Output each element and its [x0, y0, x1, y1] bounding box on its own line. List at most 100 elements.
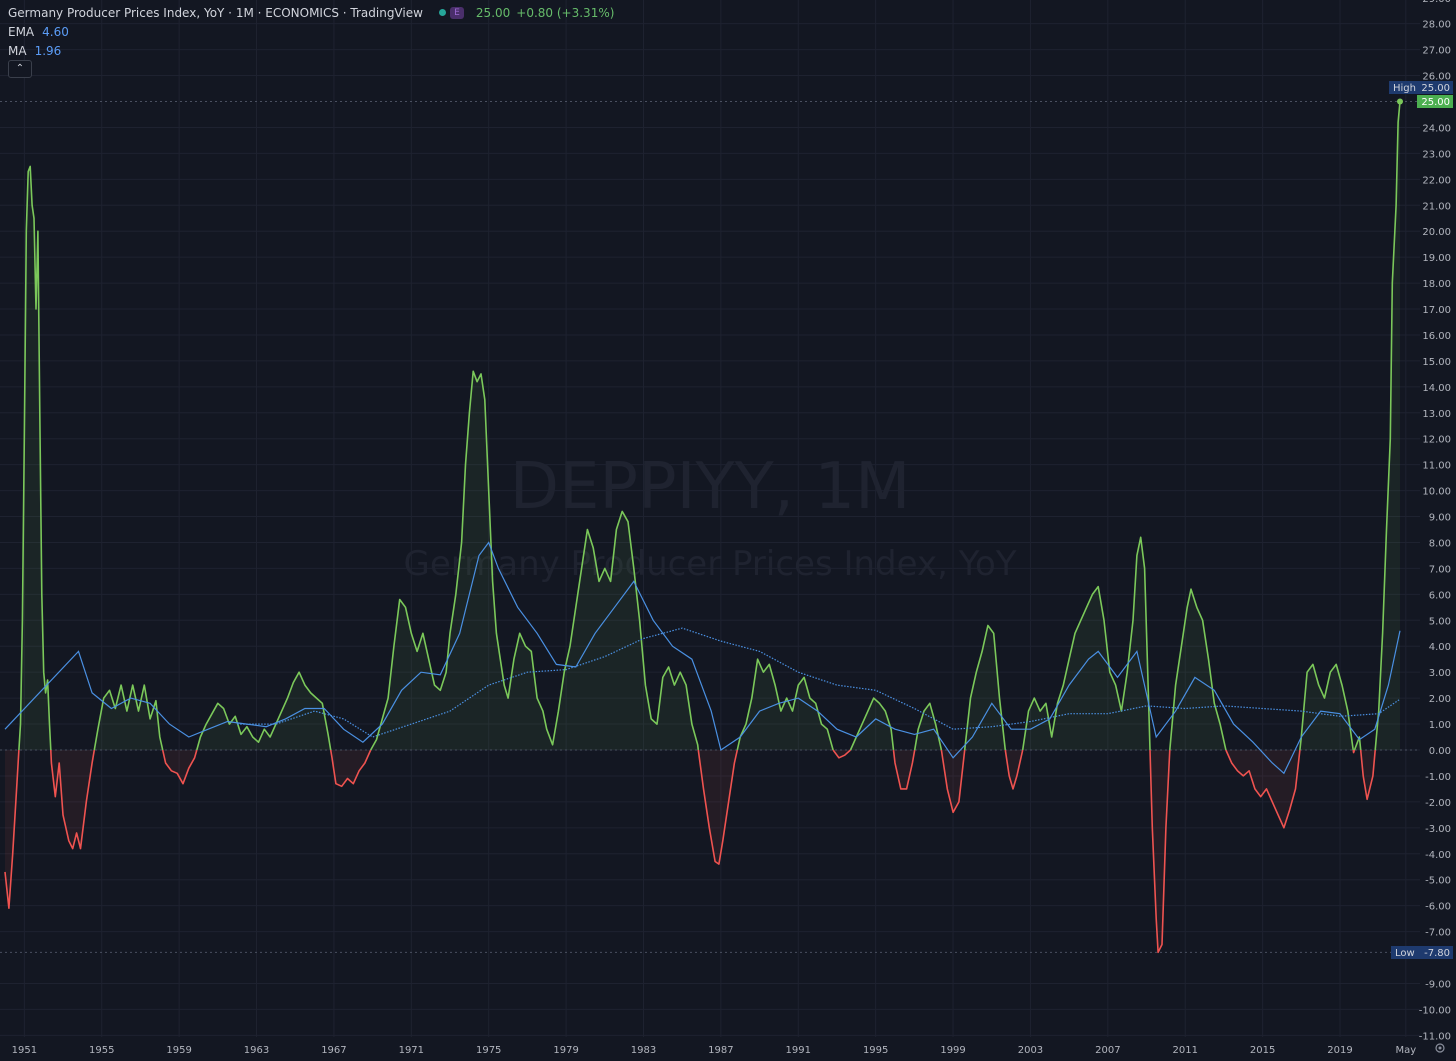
y-tick-label: 4.00	[1429, 642, 1451, 653]
series-line-negative	[940, 749, 966, 814]
legend-main-row[interactable]: Germany Producer Prices Index, YoY · 1M …	[8, 3, 614, 22]
x-tick-label: 1991	[786, 1045, 811, 1056]
y-tick-label: 19.00	[1422, 253, 1451, 264]
y-tick-label: 17.00	[1422, 305, 1451, 316]
area-fill-positive	[94, 685, 163, 750]
last-value-bg	[1417, 95, 1453, 108]
series-line-positive	[736, 658, 834, 751]
x-tick-label: 2015	[1250, 1045, 1275, 1056]
y-tick-label: -6.00	[1425, 902, 1451, 913]
y-tick-label: -11.00	[1419, 1031, 1451, 1042]
area-fill-positive	[1299, 664, 1354, 750]
y-tick-label: 7.00	[1429, 564, 1451, 575]
low-label-value: -7.80	[1424, 948, 1450, 959]
y-tick-label: 5.00	[1429, 616, 1451, 627]
y-tick-label: 28.00	[1422, 20, 1451, 31]
x-tick-label: 1951	[12, 1045, 37, 1056]
y-tick-label: 20.00	[1422, 227, 1451, 238]
series-line-positive	[1169, 588, 1227, 751]
area-fill-positive	[1169, 589, 1226, 750]
y-tick-label: 24.00	[1422, 123, 1451, 134]
y-tick-label: 15.00	[1422, 357, 1451, 368]
x-tick-label: 1999	[940, 1045, 965, 1056]
x-axis[interactable]: 1951 1955 1959 1963 1967 1971 1975 1979 1983 1987…	[12, 1045, 1417, 1056]
y-tick-label: 10.00	[1422, 487, 1451, 498]
y-axis[interactable]: 29.00 28.00 27.00 26.00 24.00 23.00 22.00 21.00…	[1419, 0, 1451, 1042]
area-fill-negative	[1360, 750, 1376, 800]
area-fill-positive	[914, 703, 942, 750]
y-tick-label: 3.00	[1429, 668, 1451, 679]
high-label-value: 25.00	[1421, 83, 1450, 94]
low-label-text: Low	[1395, 948, 1415, 959]
watermark-symbol: DEPPIYY, 1M	[510, 450, 911, 524]
chevron-up-icon[interactable]: ⌃	[8, 60, 32, 78]
y-tick-label: -9.00	[1425, 979, 1451, 990]
last-value-dot	[1397, 98, 1403, 105]
x-tick-label: 1959	[166, 1045, 191, 1056]
legend-last-value: 25.00	[475, 5, 511, 20]
area-fill-negative	[1005, 750, 1023, 789]
series-line-positive	[18, 165, 52, 751]
series-line-negative	[1359, 749, 1376, 801]
y-tick-label: 29.00	[1422, 0, 1451, 5]
series-line-negative	[329, 749, 372, 788]
y-tick-label: 1.00	[1429, 720, 1451, 731]
x-tick-label: 1955	[89, 1045, 114, 1056]
series-line-negative	[161, 749, 198, 785]
y-tick-label: 2.00	[1429, 694, 1451, 705]
area-fill-negative	[833, 750, 851, 758]
y-tick-label: 18.00	[1422, 279, 1451, 290]
ma-line	[237, 627, 1401, 738]
ma-value: 1.96	[34, 43, 62, 58]
series-line-positive	[370, 370, 700, 751]
x-tick-label: 1975	[476, 1045, 501, 1056]
y-tick-label: 12.00	[1422, 435, 1451, 446]
y-tick-label: 0.00	[1429, 746, 1451, 757]
high-label-text: High	[1393, 83, 1416, 94]
x-tick-label: 1963	[244, 1045, 269, 1056]
area-fill-positive	[370, 371, 699, 750]
settings-icon[interactable]	[1435, 1043, 1445, 1053]
ema-name: EMA	[8, 24, 35, 39]
ma-name: MA	[8, 43, 27, 58]
y-tick-label: 6.00	[1429, 590, 1451, 601]
series-line-negative	[832, 749, 852, 759]
series-line-positive	[196, 671, 332, 751]
series-line-negative	[1004, 749, 1024, 790]
series-line-positive	[849, 697, 895, 751]
series-line-negative	[1149, 749, 1171, 954]
legend-ema-row[interactable]: EMA 4.60	[8, 22, 614, 41]
legend-change: +0.80 (+3.31%)	[516, 5, 615, 20]
legend-ma-row[interactable]: MA 1.96	[8, 41, 614, 60]
area-fill-negative	[5, 750, 19, 909]
series-line-negative	[4, 749, 20, 910]
chart-legend: Germany Producer Prices Index, YoY · 1M …	[8, 3, 614, 60]
x-tick-label: 2003	[1018, 1045, 1043, 1056]
y-tick-label: -1.00	[1425, 772, 1451, 783]
series-line-positive	[1299, 663, 1354, 751]
x-tick-label: May	[1395, 1045, 1416, 1056]
watermark: DEPPIYY, 1M Germany Producer Prices Inde…	[403, 450, 1016, 584]
area-fill-positive	[18, 166, 51, 750]
area-fill-negative	[330, 750, 371, 787]
x-tick-label: 1983	[631, 1045, 656, 1056]
area-fill-positive	[850, 698, 894, 750]
watermark-description: Germany Producer Prices Index, YoY	[403, 544, 1016, 584]
series-line-positive	[1374, 101, 1401, 751]
x-tick-label: 1971	[399, 1045, 424, 1056]
y-tick-label: 8.00	[1429, 538, 1451, 549]
series-line-positive	[913, 702, 943, 751]
series-lines	[4, 98, 1403, 954]
area-fill-negative	[698, 750, 738, 865]
series-line-negative	[50, 749, 96, 850]
series-line-positive	[1021, 536, 1151, 751]
y-tick-label: 14.00	[1422, 383, 1451, 394]
area-fill-negative	[1150, 750, 1170, 953]
area-fill-positive	[196, 672, 331, 750]
low-label-bg	[1391, 946, 1453, 959]
y-tick-label: 22.00	[1422, 175, 1451, 186]
y-tick-label: -4.00	[1425, 850, 1451, 861]
legend-badge[interactable]: E	[449, 6, 464, 19]
